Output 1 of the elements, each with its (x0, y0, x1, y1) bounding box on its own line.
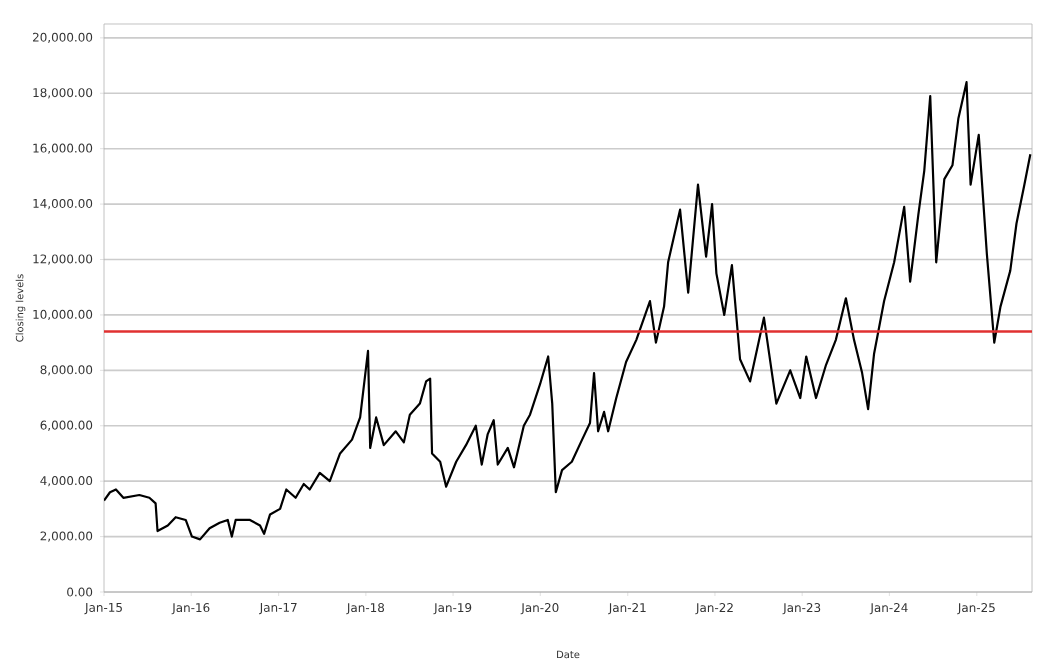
line-series (104, 81, 1032, 541)
